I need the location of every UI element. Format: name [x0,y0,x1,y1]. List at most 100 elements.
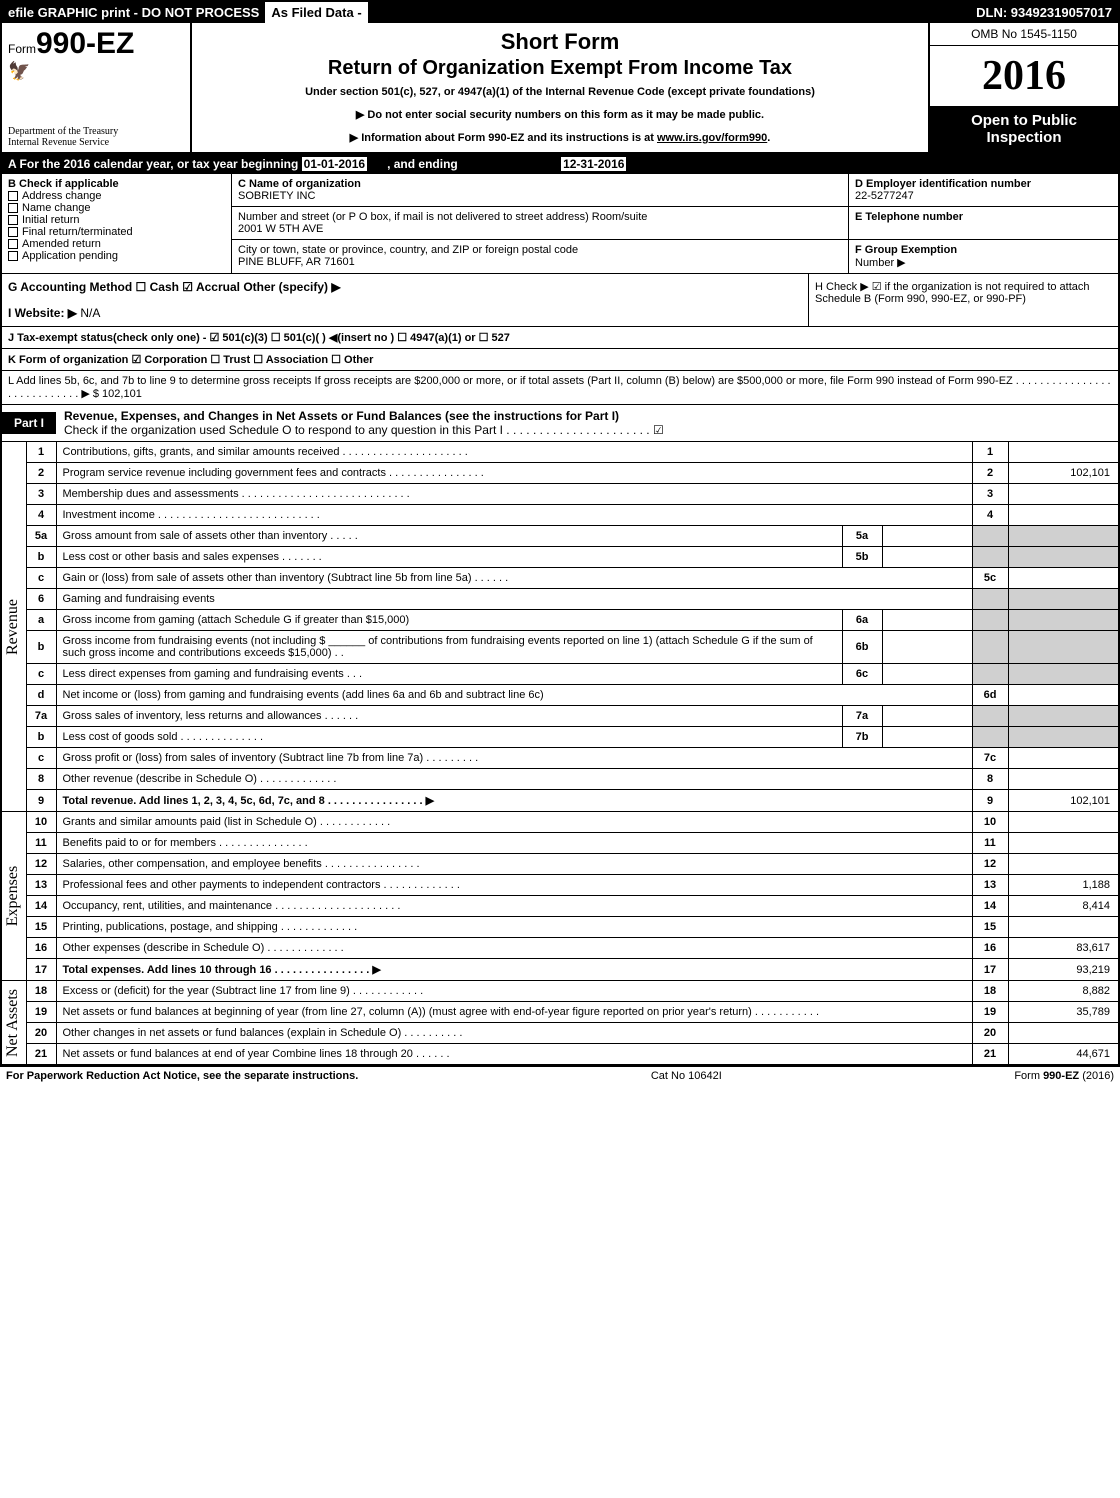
mid-box-num: 5a [842,526,882,547]
right-box-num: 12 [972,854,1008,875]
line-text: Gross income from gaming (attach Schedul… [56,610,842,631]
right-box-num: 19 [972,1002,1008,1023]
chk-address[interactable]: Address change [8,190,225,202]
line-row: 11Benefits paid to or for members . . . … [2,833,1118,854]
irs-link[interactable]: www.irs.gov/form990 [657,132,767,144]
line-text: Excess or (deficit) for the year (Subtra… [56,981,972,1002]
mid-box-num: 6a [842,610,882,631]
line-text: Gross sales of inventory, less returns a… [56,706,842,727]
chk-amended[interactable]: Amended return [8,238,225,250]
right-box-num: 9 [972,790,1008,812]
org-name-cell: C Name of organization SOBRIETY INC [232,174,848,207]
side-netassets: Net Assets [2,981,26,1065]
line-row: Net Assets18Excess or (deficit) for the … [2,981,1118,1002]
line-number: 2 [26,463,56,484]
right-box-num: 3 [972,484,1008,505]
line-row: 19Net assets or fund balances at beginni… [2,1002,1118,1023]
right-box-num [972,664,1008,685]
right-box-num: 8 [972,769,1008,790]
right-box-val [1008,664,1118,685]
line-row: aGross income from gaming (attach Schedu… [2,610,1118,631]
line-text: Gaming and fundraising events [56,589,972,610]
row-k: K Form of organization ☑ Corporation ☐ T… [2,349,1118,371]
line-row: 6Gaming and fundraising events [2,589,1118,610]
line-row: 16Other expenses (describe in Schedule O… [2,938,1118,959]
line-number: 11 [26,833,56,854]
ein-cell: D Employer identification number 22-5277… [849,174,1118,207]
mid-box-val [882,631,972,664]
right-box-val [1008,505,1118,526]
line-text: Contributions, gifts, grants, and simila… [56,442,972,463]
line-number: 3 [26,484,56,505]
line-text: Less cost or other basis and sales expen… [56,547,842,568]
line-text: Less direct expenses from gaming and fun… [56,664,842,685]
mid-box-num: 7b [842,727,882,748]
right-box-val: 102,101 [1008,463,1118,484]
right-box-val [1008,748,1118,769]
form-number: Form990-EZ [8,27,184,61]
line-text: Net assets or fund balances at end of ye… [56,1044,972,1065]
side-revenue: Revenue [2,442,26,812]
right-box-num [972,727,1008,748]
right-box-val [1008,854,1118,875]
part-1-header: Part I Revenue, Expenses, and Changes in… [2,405,1118,442]
line-number: c [26,748,56,769]
top-bar: efile GRAPHIC print - DO NOT PROCESS As … [2,2,1118,23]
line-text: Gross income from fundraising events (no… [56,631,842,664]
phone-cell: E Telephone number [849,207,1118,240]
line-number: d [26,685,56,706]
mid-box-val [882,526,972,547]
line-row: 4Investment income . . . . . . . . . . .… [2,505,1118,526]
line-number: c [26,664,56,685]
col-b-checkboxes: B Check if applicable Address change Nam… [2,174,232,273]
chk-name[interactable]: Name change [8,202,225,214]
part-1-table: Revenue1Contributions, gifts, grants, an… [2,442,1118,1065]
right-box-val [1008,917,1118,938]
line-text: Less cost of goods sold . . . . . . . . … [56,727,842,748]
right-box-val: 83,617 [1008,938,1118,959]
line-number: 6 [26,589,56,610]
right-box-val: 8,414 [1008,896,1118,917]
line-text: Grants and similar amounts paid (list in… [56,812,972,833]
mid-box-num: 5b [842,547,882,568]
street-cell: Number and street (or P O box, if mail i… [232,207,848,240]
line-number: 20 [26,1023,56,1044]
right-box-num: 11 [972,833,1008,854]
tax-year: 2016 [930,46,1118,106]
line-row: 3Membership dues and assessments . . . .… [2,484,1118,505]
line-row: 5aGross amount from sale of assets other… [2,526,1118,547]
form-990ez: efile GRAPHIC print - DO NOT PROCESS As … [0,0,1120,1067]
line-row: 14Occupancy, rent, utilities, and mainte… [2,896,1118,917]
right-box-num [972,589,1008,610]
right-box-val [1008,833,1118,854]
right-box-val [1008,706,1118,727]
chk-final[interactable]: Final return/terminated [8,226,225,238]
chk-initial[interactable]: Initial return [8,214,225,226]
line-number: 4 [26,505,56,526]
line-number: b [26,727,56,748]
footer: For Paperwork Reduction Act Notice, see … [0,1067,1120,1085]
right-box-val [1008,526,1118,547]
right-box-num: 20 [972,1023,1008,1044]
right-box-val [1008,1023,1118,1044]
line-row: cGross profit or (loss) from sales of in… [2,748,1118,769]
line-a: A For the 2016 calendar year, or tax yea… [2,154,1118,174]
line-row: 17Total expenses. Add lines 10 through 1… [2,959,1118,981]
accounting-method: G Accounting Method ☐ Cash ☑ Accrual Oth… [2,274,808,326]
right-box-val [1008,769,1118,790]
title-short-form: Short Form [200,29,920,55]
schedule-b-check: H Check ▶ ☑ if the organization is not r… [808,274,1118,326]
right-box-num: 18 [972,981,1008,1002]
right-box-num: 10 [972,812,1008,833]
chk-pending[interactable]: Application pending [8,250,225,262]
mid-box-val [882,706,972,727]
right-box-val [1008,442,1118,463]
line-number: 19 [26,1002,56,1023]
header-left: Form990-EZ 🦅 Department of the Treasury … [2,23,192,152]
line-row: Expenses10Grants and similar amounts pai… [2,812,1118,833]
right-box-num: 2 [972,463,1008,484]
line-text: Investment income . . . . . . . . . . . … [56,505,972,526]
right-box-num [972,706,1008,727]
right-box-val [1008,547,1118,568]
right-box-num: 15 [972,917,1008,938]
